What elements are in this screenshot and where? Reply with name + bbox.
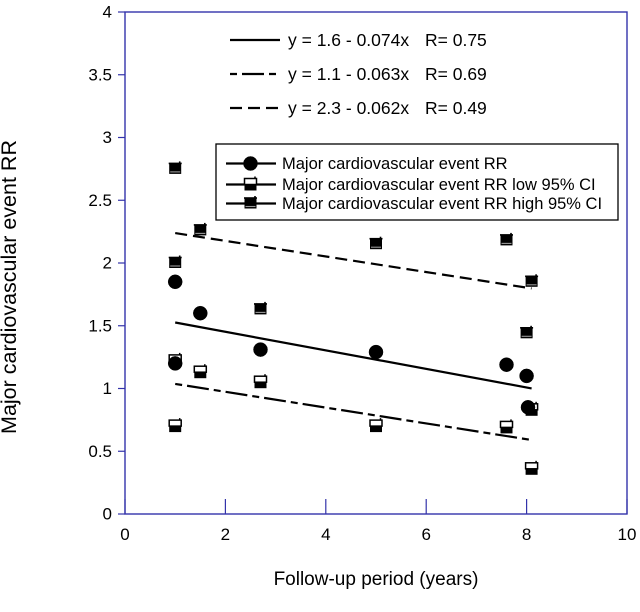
svg-text:4: 4 [103,3,112,22]
svg-text:8: 8 [522,525,531,544]
svg-text:4: 4 [321,525,330,544]
svg-text:Follow-up period (years): Follow-up period (years) [274,569,479,590]
svg-text:R= 0.69: R= 0.69 [425,64,487,84]
svg-text:0: 0 [103,505,112,524]
svg-text:0.5: 0.5 [88,442,112,461]
svg-text:2: 2 [221,525,230,544]
svg-text:R= 0.75: R= 0.75 [425,30,487,50]
svg-text:Major cardiovascular event RR: Major cardiovascular event RR low 95% CI [282,176,596,194]
svg-text:10: 10 [618,525,637,544]
svg-text:R= 0.49: R= 0.49 [425,98,487,118]
svg-text:y = 1.1 - 0.063x: y = 1.1 - 0.063x [288,64,409,84]
svg-text:Major cardiovascular event RR: Major cardiovascular event RR high 95% C… [282,195,602,213]
svg-text:3.5: 3.5 [88,65,112,84]
svg-text:2: 2 [103,254,112,273]
svg-text:3: 3 [103,128,112,147]
svg-text:Major cardiovascular event RR: Major cardiovascular event RR [0,140,21,434]
svg-text:1: 1 [103,379,112,398]
svg-text:2.5: 2.5 [88,191,112,210]
svg-text:y = 2.3 - 0.062x: y = 2.3 - 0.062x [288,98,409,118]
svg-text:0: 0 [120,525,129,544]
svg-text:1.5: 1.5 [88,316,112,335]
svg-text:y = 1.6 - 0.074x: y = 1.6 - 0.074x [288,30,409,50]
svg-text:Major cardiovascular event RR: Major cardiovascular event RR [282,155,508,173]
svg-text:6: 6 [421,525,430,544]
